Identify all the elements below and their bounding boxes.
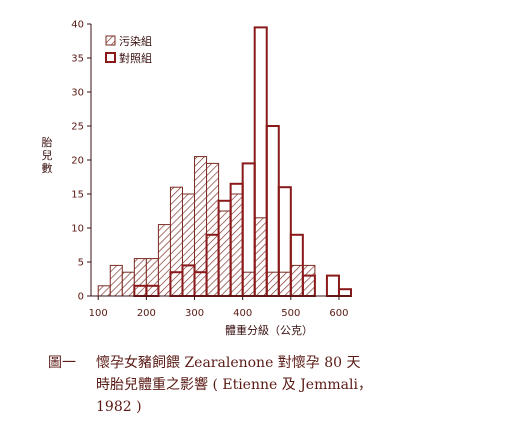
contaminated-bar-275: [181, 193, 196, 297]
caption-figure-number: 圖一: [48, 355, 76, 371]
legend-label-contaminated: 污染組: [119, 34, 152, 48]
y-tick-label-40: 40: [71, 20, 84, 31]
y-tick-label-5: 5: [78, 258, 84, 269]
contaminated-bar-125: [109, 264, 123, 297]
figure-caption: 圖一 懷孕女豬飼餵 Zearalenone 對懷孕 80 天 時胎兒體重之影響 (…: [48, 352, 508, 418]
contaminated-bar-525: [302, 264, 316, 297]
contaminated-bar-175: [133, 258, 147, 297]
contaminated-bar-200: [145, 258, 159, 297]
y-tick-label-25: 25: [71, 122, 84, 133]
contaminated-bar-500: [290, 264, 304, 297]
x-tick-label-600: 600: [329, 308, 348, 319]
y-tick-label-20: 20: [71, 156, 84, 167]
legend-swatch-contaminated: [105, 35, 116, 46]
y-tick-label-30: 30: [71, 88, 84, 99]
x-tick-label-300: 300: [185, 308, 204, 319]
contaminated-bar-400: [242, 271, 256, 297]
contaminated-bar-325: [206, 162, 220, 297]
contaminated-bar-300: [194, 156, 208, 297]
control-bar-575: [325, 274, 340, 298]
contaminated-bar-375: [230, 193, 244, 297]
tick-labels: 0 5 10 15 20 25 30 35 40 100 200 300 400 500 600: [71, 20, 348, 320]
contaminated-bar-350: [218, 210, 232, 297]
x-tick-label-200: 200: [137, 308, 156, 319]
axes: [87, 23, 351, 300]
histogram-chart: 0 5 10 15 20 25 30 35 40 100 200 300 400 500 600 污染組 對…: [42, 20, 352, 337]
contaminated-bar-250: [169, 186, 183, 297]
caption-line-2: 時胎兒體重之影響 ( Etienne 及 Jemmali，: [96, 377, 372, 393]
y-axis-title: 胎兒數: [42, 135, 53, 175]
y-axis-title-text: 胎兒數: [42, 135, 53, 175]
x-tick-label-400: 400: [233, 308, 252, 319]
legend: 污染組 對照組: [105, 34, 152, 65]
control-bar-600: [337, 288, 352, 298]
contaminated-bar-475: [278, 271, 292, 297]
caption-line-3: 1982 ): [96, 399, 142, 415]
control-bar-450: [265, 125, 280, 297]
y-tick-label-0: 0: [78, 292, 84, 303]
legend-label-control: 對照組: [119, 51, 152, 65]
contaminated-bar-150: [121, 271, 135, 297]
y-tick-label-35: 35: [71, 54, 84, 65]
x-axis-title: 體重分級（公克）: [225, 323, 313, 337]
series-contaminated-bars: [97, 156, 316, 297]
legend-swatch-control: [105, 52, 116, 63]
caption-text-1: 懷孕女豬飼餵 Zearalenone 對懷孕 80 天: [96, 355, 361, 371]
caption-line-1: 圖一 懷孕女豬飼餵 Zearalenone 對懷孕 80 天: [48, 352, 508, 374]
contaminated-bar-425: [254, 217, 268, 297]
chart-canvas: 0 5 10 15 20 25 30 35 40 100 200 300 400 500 600 污染組 對…: [42, 20, 352, 337]
y-tick-label-10: 10: [71, 224, 84, 235]
x-tick-label-100: 100: [89, 308, 108, 319]
contaminated-bar-100: [97, 285, 111, 297]
contaminated-bar-225: [157, 224, 171, 297]
contaminated-bar-450: [266, 271, 280, 297]
x-tick-label-500: 500: [281, 308, 300, 319]
y-tick-label-15: 15: [71, 190, 84, 201]
